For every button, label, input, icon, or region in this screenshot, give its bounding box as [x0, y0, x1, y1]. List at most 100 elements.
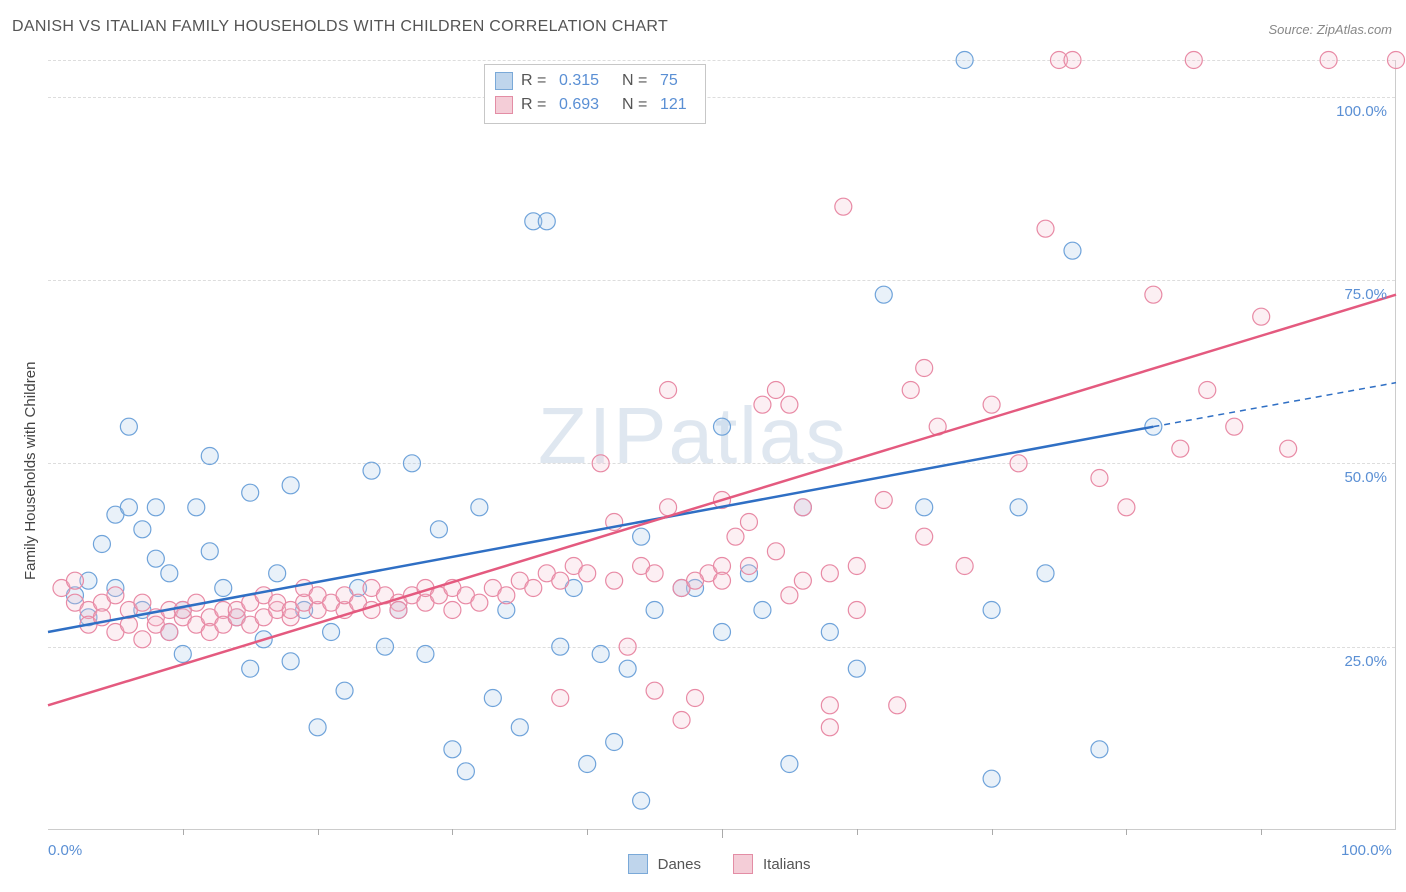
legend-label: Danes [658, 856, 701, 873]
scatter-point [983, 396, 1000, 413]
y-tick-label: 100.0% [1336, 103, 1387, 120]
scatter-point [147, 499, 164, 516]
scatter-point [646, 682, 663, 699]
scatter-point [767, 543, 784, 560]
scatter-point [1226, 418, 1243, 435]
scatter-point [417, 646, 434, 663]
scatter-point [525, 580, 542, 597]
legend-swatch [733, 854, 753, 874]
scatter-point [147, 550, 164, 567]
legend-swatch [495, 72, 513, 90]
scatter-point [767, 382, 784, 399]
chart-container: DANISH VS ITALIAN FAMILY HOUSEHOLDS WITH… [0, 0, 1406, 892]
x-tick [1261, 829, 1262, 835]
scatter-point [1199, 382, 1216, 399]
chart-svg [48, 60, 1395, 829]
x-tick [857, 829, 858, 835]
scatter-point [282, 653, 299, 670]
scatter-point [552, 638, 569, 655]
scatter-point [134, 631, 151, 648]
x-tick [992, 829, 993, 835]
scatter-point [1010, 499, 1027, 516]
scatter-point [134, 521, 151, 538]
scatter-point [1320, 52, 1337, 69]
scatter-point [606, 572, 623, 589]
x-tick-label: 100.0% [1341, 842, 1392, 859]
scatter-point [498, 587, 515, 604]
scatter-point [457, 763, 474, 780]
scatter-point [781, 396, 798, 413]
scatter-point [956, 52, 973, 69]
source-attribution: Source: ZipAtlas.com [1268, 22, 1392, 37]
scatter-point [619, 660, 636, 677]
trend-line-dashed [1153, 383, 1396, 427]
scatter-point [161, 624, 178, 641]
scatter-point [848, 558, 865, 575]
scatter-point [66, 572, 83, 589]
stats-N-label: N = [622, 93, 652, 117]
scatter-point [1037, 565, 1054, 582]
legend-bottom: DanesItalians [628, 854, 833, 874]
scatter-point [471, 594, 488, 611]
scatter-point [579, 756, 596, 773]
scatter-point [983, 770, 1000, 787]
y-axis-label: Family Households with Children [22, 362, 39, 580]
scatter-point [848, 660, 865, 677]
scatter-point [902, 382, 919, 399]
scatter-point [956, 558, 973, 575]
scatter-point [821, 624, 838, 641]
scatter-point [821, 719, 838, 736]
scatter-point [1253, 308, 1270, 325]
scatter-point [781, 756, 798, 773]
scatter-point [821, 697, 838, 714]
scatter-point [687, 572, 704, 589]
scatter-point [848, 602, 865, 619]
scatter-point [1037, 220, 1054, 237]
legend-swatch [495, 96, 513, 114]
scatter-point [363, 462, 380, 479]
scatter-point [983, 602, 1000, 619]
scatter-point [403, 455, 420, 472]
scatter-point [740, 514, 757, 531]
stats-N-value: 121 [660, 93, 695, 117]
scatter-point [619, 638, 636, 655]
x-tick [318, 829, 319, 835]
scatter-point [107, 587, 124, 604]
scatter-point [660, 382, 677, 399]
scatter-point [916, 499, 933, 516]
legend-swatch [628, 854, 648, 874]
stats-N-label: N = [622, 69, 652, 93]
scatter-point [134, 594, 151, 611]
chart-title: DANISH VS ITALIAN FAMILY HOUSEHOLDS WITH… [12, 18, 668, 36]
scatter-point [592, 646, 609, 663]
scatter-point [471, 499, 488, 516]
scatter-point [377, 638, 394, 655]
stats-R-label: R = [521, 93, 551, 117]
stats-R-label: R = [521, 69, 551, 93]
scatter-point [174, 646, 191, 663]
scatter-point [633, 792, 650, 809]
x-tick-label: 0.0% [48, 842, 82, 859]
scatter-point [794, 499, 811, 516]
scatter-point [606, 734, 623, 751]
scatter-point [1388, 52, 1405, 69]
scatter-point [916, 528, 933, 545]
stats-R-value: 0.693 [559, 93, 614, 117]
scatter-point [916, 360, 933, 377]
stats-N-value: 75 [660, 69, 695, 93]
scatter-point [714, 418, 731, 435]
scatter-point [835, 198, 852, 215]
scatter-point [579, 565, 596, 582]
scatter-point [309, 719, 326, 736]
scatter-point [1010, 455, 1027, 472]
y-tick-label: 50.0% [1344, 469, 1387, 486]
scatter-point [740, 558, 757, 575]
scatter-point [1280, 440, 1297, 457]
scatter-point [1118, 499, 1135, 516]
scatter-point [889, 697, 906, 714]
scatter-point [552, 572, 569, 589]
scatter-point [646, 565, 663, 582]
scatter-point [93, 536, 110, 553]
x-tick [183, 829, 184, 835]
scatter-point [794, 572, 811, 589]
